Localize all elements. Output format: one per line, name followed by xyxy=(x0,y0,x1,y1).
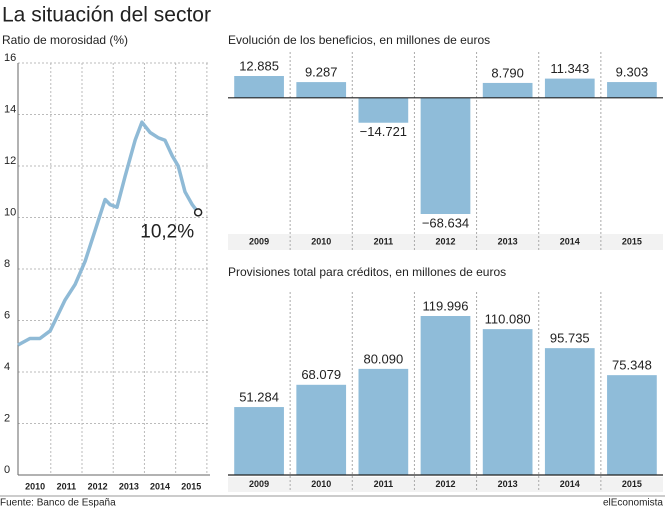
x-tick-label: 2015 xyxy=(181,481,201,491)
value-label: 119.996 xyxy=(422,298,468,313)
value-label: 75.348 xyxy=(612,358,652,373)
bar xyxy=(358,368,409,475)
x-tick-label: 2015 xyxy=(622,236,642,246)
y-tick-label: 16 xyxy=(4,52,16,64)
x-tick-label: 2013 xyxy=(498,236,518,246)
value-label: 80.090 xyxy=(363,351,403,366)
y-tick-label: 0 xyxy=(4,464,10,476)
x-tick-label: 2011 xyxy=(374,236,394,246)
bar xyxy=(544,348,595,475)
x-tick-label: 2010 xyxy=(311,479,331,489)
x-tick-label: 2010 xyxy=(311,236,331,246)
bar xyxy=(482,82,533,98)
page-title: La situación del sector xyxy=(2,4,211,27)
chart-title: Ratio de morosidad (%) xyxy=(2,33,128,47)
bar xyxy=(358,97,409,123)
line xyxy=(17,120,200,347)
bar xyxy=(607,82,657,98)
value-label: 110.080 xyxy=(485,312,531,327)
bar xyxy=(420,97,471,214)
bar xyxy=(296,384,347,475)
value-label: 51.284 xyxy=(239,389,279,404)
y-tick-label: 4 xyxy=(4,361,10,373)
y-tick-label: 10 xyxy=(4,206,16,218)
y-tick-label: 14 xyxy=(4,103,16,115)
x-tick-label: 2009 xyxy=(249,236,269,246)
value-label: −68.634 xyxy=(422,215,469,230)
x-tick-label: 2012 xyxy=(88,481,108,491)
x-tick-label: 2013 xyxy=(498,479,518,489)
bar xyxy=(482,329,533,475)
value-label: 12.885 xyxy=(239,58,279,73)
x-tick-label: 2014 xyxy=(150,481,170,491)
y-tick-label: 2 xyxy=(4,412,10,424)
bar xyxy=(234,407,284,475)
value-label: 9.287 xyxy=(305,65,338,80)
value-label: 95.735 xyxy=(550,331,590,346)
value-label: −14.721 xyxy=(360,124,407,139)
year-band xyxy=(228,477,663,492)
x-tick-label: 2009 xyxy=(249,479,269,489)
x-tick-label: 2014 xyxy=(560,236,580,246)
bar xyxy=(607,375,657,475)
x-tick-label: 2011 xyxy=(57,481,77,491)
value-label: 9.303 xyxy=(616,65,649,80)
value-label: 68.079 xyxy=(301,367,341,382)
chart-title: Provisiones total para créditos, en mill… xyxy=(228,265,506,279)
y-tick-label: 6 xyxy=(4,309,10,321)
y-tick-label: 12 xyxy=(4,155,16,167)
bar xyxy=(234,76,284,98)
bar xyxy=(544,78,595,98)
bar xyxy=(296,82,347,98)
x-tick-label: 2010 xyxy=(25,481,45,491)
annotation: 10,2% xyxy=(140,221,194,242)
x-tick-label: 2012 xyxy=(435,236,455,246)
x-tick-label: 2012 xyxy=(435,479,455,489)
brand: elEconomista xyxy=(603,498,663,508)
value-label: 11.343 xyxy=(550,61,589,76)
x-tick-label: 2011 xyxy=(374,479,394,489)
source: Fuente: Banco de España xyxy=(0,498,116,508)
value-label: 8.790 xyxy=(491,65,524,80)
y-tick-label: 8 xyxy=(4,258,10,270)
end-point xyxy=(193,208,203,217)
bar xyxy=(420,316,471,475)
x-tick-label: 2014 xyxy=(560,479,580,489)
chart-title: Evolución de los beneficios, en millones… xyxy=(228,33,490,47)
x-tick-label: 2013 xyxy=(119,481,139,491)
x-tick-label: 2015 xyxy=(622,479,642,489)
year-band xyxy=(228,234,663,250)
